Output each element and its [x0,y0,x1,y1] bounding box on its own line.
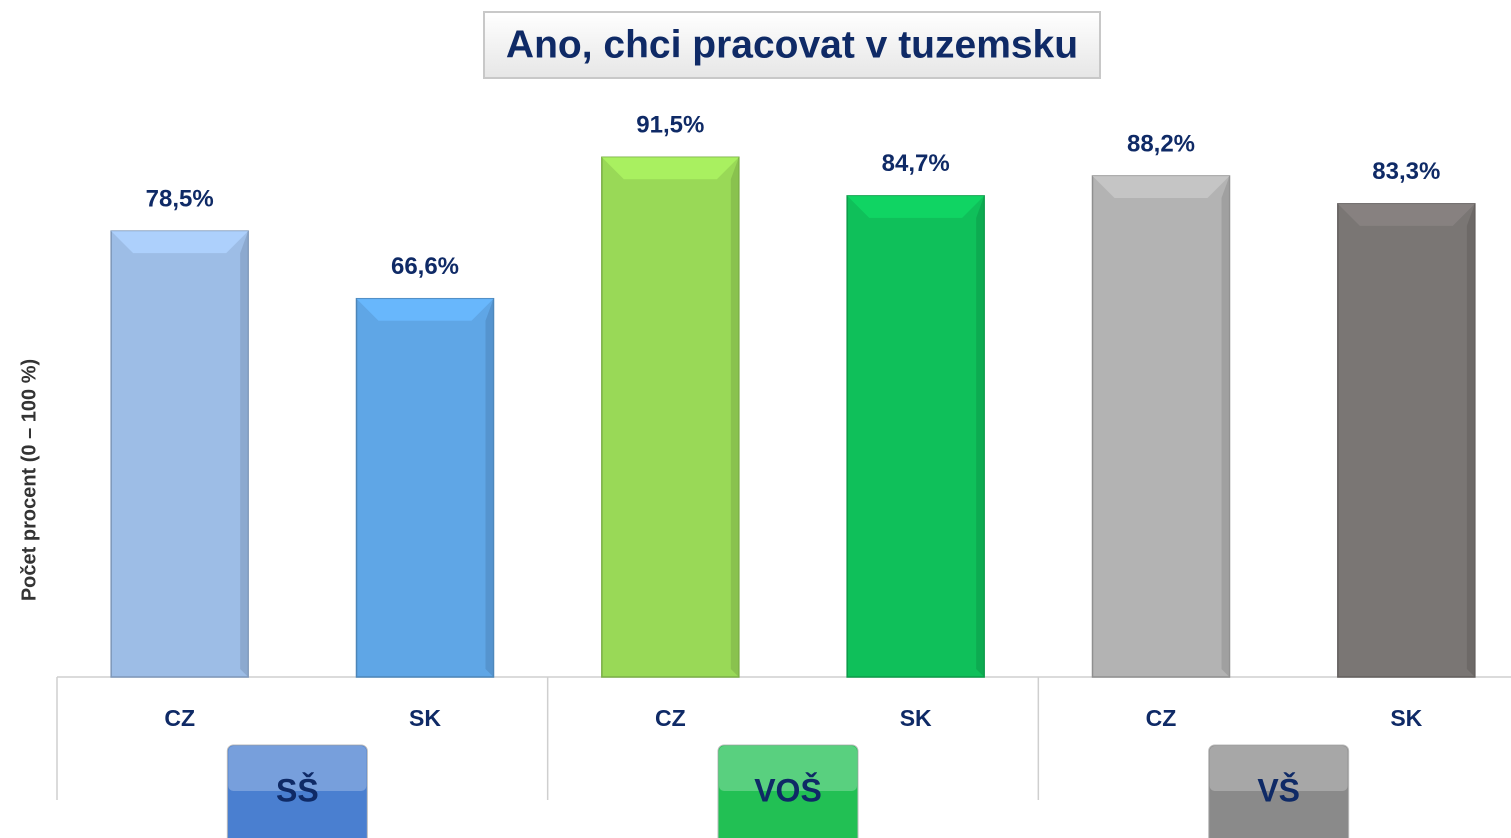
data-label: 66,6% [391,253,459,280]
bar-bevel [847,195,985,218]
data-label: 83,3% [1372,158,1440,185]
data-label: 84,7% [882,150,950,177]
bar [1337,203,1476,678]
bar-bevel [1466,203,1475,677]
x-tick-label: CZ [655,705,686,731]
group-box-highlight [719,746,857,791]
bar [601,156,740,678]
y-axis-label: Počet procent (0 – 100 %) [18,359,40,601]
bar-bevel [240,231,249,677]
bar-bevel [1337,203,1475,226]
group-box [1208,744,1350,838]
group-box-highlight [1209,746,1348,791]
title-box [483,11,1101,79]
bar-bevel [976,195,985,678]
group-label: VŠ [1257,772,1300,808]
bar-bevel [111,231,249,254]
bar-bevel [1092,176,1230,199]
bar [110,230,249,678]
bar [846,195,985,678]
group-box [226,744,368,838]
bar-bevel [356,298,494,321]
x-tick-label: CZ [1146,705,1177,731]
group-box-highlight [228,746,367,791]
data-label: 88,2% [1127,130,1195,157]
x-tick-label: SK [900,705,932,731]
group-box [717,744,859,838]
bar-bevel [485,298,494,677]
group-label: VOŠ [754,772,822,808]
data-label: 91,5% [636,112,704,139]
x-tick-label: SK [409,705,441,731]
bar-bevel [1221,176,1230,678]
x-tick-label: SK [1390,705,1422,731]
bar [1091,175,1231,678]
bar [355,297,495,678]
bar-bevel [601,157,739,180]
data-label: 78,5% [146,185,214,212]
x-tick-label: CZ [164,705,195,731]
bar-bevel [730,157,739,677]
chart-title: Ano, chci pracovat v tuzemsku [506,23,1078,66]
group-label: SŠ [276,772,319,808]
